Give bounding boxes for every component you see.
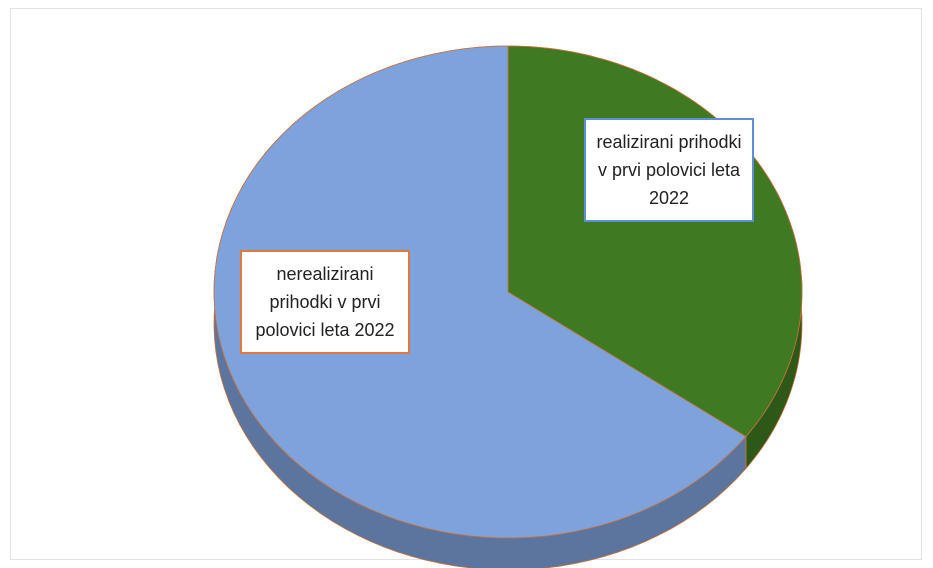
slice [213, 45, 747, 539]
slice-label: realizirani prihodki v prvi polovici let… [584, 118, 754, 222]
slice-label: nerealizirani prihodki v prvi polovici l… [240, 250, 410, 354]
